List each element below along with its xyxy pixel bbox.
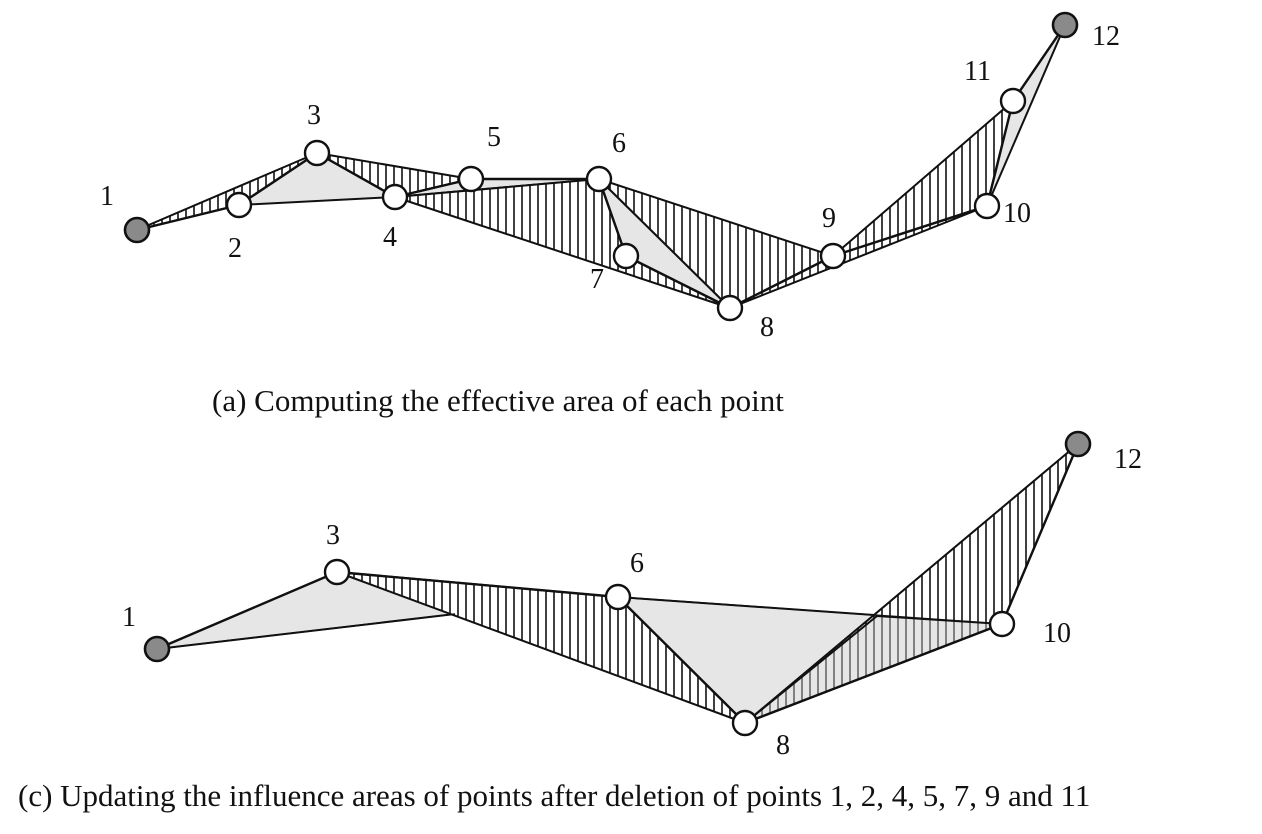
point-a-12 <box>1051 11 1079 39</box>
panel-c-areas <box>156 443 1079 724</box>
label-c-8: 8 <box>776 730 790 761</box>
point-a-9 <box>819 242 847 270</box>
chord-1-6 <box>156 613 456 650</box>
chord-8-12 <box>744 443 1079 724</box>
point-c-1 <box>143 635 171 663</box>
label-a-1: 1 <box>100 181 114 212</box>
point-a-4 <box>381 183 409 211</box>
point-a-11 <box>999 87 1027 115</box>
label-c-3: 3 <box>326 520 340 551</box>
point-a-2 <box>225 191 253 219</box>
label-a-5: 5 <box>487 122 501 153</box>
point-a-6 <box>585 165 613 193</box>
label-c-6: 6 <box>630 548 644 579</box>
label-a-6: 6 <box>612 128 626 159</box>
point-c-8 <box>731 709 759 737</box>
point-a-5 <box>457 165 485 193</box>
panel-a-areas <box>136 24 1066 309</box>
panel-a-polyline <box>136 24 1066 310</box>
panel-c: 1 3 6 8 10 12 (c) Updating the influence… <box>18 430 1142 813</box>
label-a-10: 10 <box>1003 198 1031 229</box>
panel-a: 1 2 3 4 5 6 7 8 9 10 11 12 (a) Computing… <box>100 11 1120 418</box>
label-c-10: 10 <box>1043 618 1071 649</box>
label-a-11: 11 <box>964 56 991 87</box>
label-a-9: 9 <box>822 203 836 234</box>
caption-a: (a) Computing the effective area of each… <box>212 383 784 418</box>
label-a-7: 7 <box>590 264 604 295</box>
caption-c: (c) Updating the influence areas of poin… <box>18 778 1090 813</box>
point-c-6 <box>604 583 632 611</box>
label-c-12: 12 <box>1114 444 1142 475</box>
point-a-1 <box>123 216 151 244</box>
label-a-4: 4 <box>383 222 397 253</box>
point-a-10 <box>973 192 1001 220</box>
point-c-10 <box>988 610 1016 638</box>
label-c-1: 1 <box>122 602 136 633</box>
panel-c-polyline <box>156 443 1080 725</box>
point-a-3 <box>303 139 331 167</box>
label-a-2: 2 <box>228 233 242 264</box>
area-point-10 <box>832 100 1014 257</box>
label-a-12: 12 <box>1092 21 1120 52</box>
point-a-7 <box>612 242 640 270</box>
chord-6-10 <box>617 596 1003 625</box>
label-a-8: 8 <box>760 312 774 343</box>
point-c-3 <box>323 558 351 586</box>
label-a-3: 3 <box>307 100 321 131</box>
point-a-8 <box>716 294 744 322</box>
point-c-12 <box>1064 430 1092 458</box>
